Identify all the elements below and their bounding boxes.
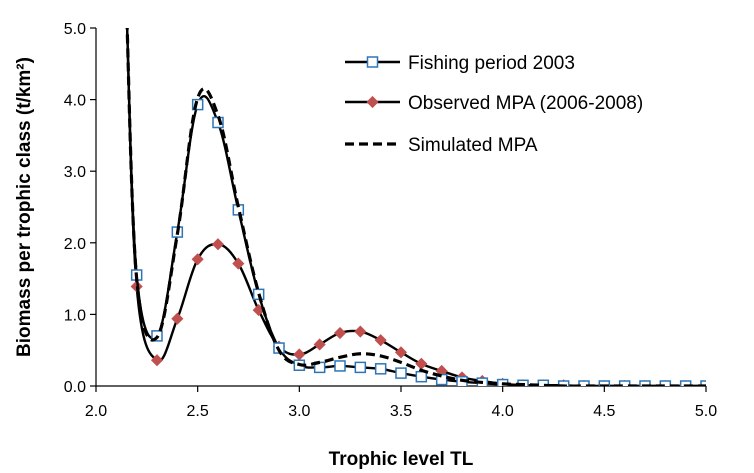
series-3 [125,28,706,386]
data-point [659,380,672,386]
data-point [150,354,164,367]
legend-label: Fishing period 2003 [408,53,575,74]
y-axis-ticks: 0.0 1.0 2.0 3.0 4.0 5.0 [64,21,96,396]
legend: Fishing period 2003 Observed MPA (2006-20… [345,53,643,156]
data-point [171,312,184,325]
x-axis-ticks: 2.0 2.5 3.0 3.5 4.0 4.5 5.0 [85,386,717,420]
data-point [700,380,706,386]
data-point [313,338,326,351]
legend-marker [366,95,379,109]
data-point [598,380,611,386]
series-layer [125,28,706,386]
data-point [333,326,347,340]
legend-marker [366,56,379,68]
x-tick-label: 2.5 [187,403,209,420]
data-point [191,253,204,266]
y-tick-label: 4.0 [64,93,86,110]
data-point [191,98,204,111]
y-axis-title: Biomass per trophic class (t/km²) [14,57,35,357]
legend-item: Simulated MPA [345,135,538,156]
data-point [354,325,367,338]
data-point [334,360,346,372]
x-axis-title: Trophic level TL [329,449,474,470]
x-tick-label: 2.0 [85,403,107,420]
y-tick-label: 3.0 [64,164,86,181]
data-point [578,380,590,386]
data-point [354,361,367,374]
data-point [374,334,387,347]
y-tick-label: 5.0 [64,21,86,38]
data-point [211,238,225,251]
x-tick-label: 4.0 [492,403,514,420]
legend-item: Observed MPA (2006-2008) [345,93,643,114]
series-line [125,28,706,386]
legend-label: Observed MPA (2006-2008) [408,93,643,114]
data-point [639,380,651,386]
data-point [415,357,428,370]
data-point [374,363,387,375]
data-point [394,346,408,359]
data-point [618,380,631,386]
legend-item: Fishing period 2003 [345,53,575,74]
x-tick-label: 3.5 [390,403,412,420]
legend-label: Simulated MPA [408,135,538,156]
y-tick-label: 2.0 [64,236,86,253]
x-tick-label: 4.5 [593,403,615,420]
y-tick-label: 1.0 [64,307,86,324]
data-point [415,370,428,383]
data-point [232,257,245,270]
data-point [293,348,306,361]
y-tick-label: 0.0 [64,379,86,396]
x-tick-label: 3.0 [288,403,310,420]
data-point [679,380,692,386]
data-point [395,367,407,379]
data-point [557,380,570,386]
x-tick-label: 5.0 [695,403,717,420]
